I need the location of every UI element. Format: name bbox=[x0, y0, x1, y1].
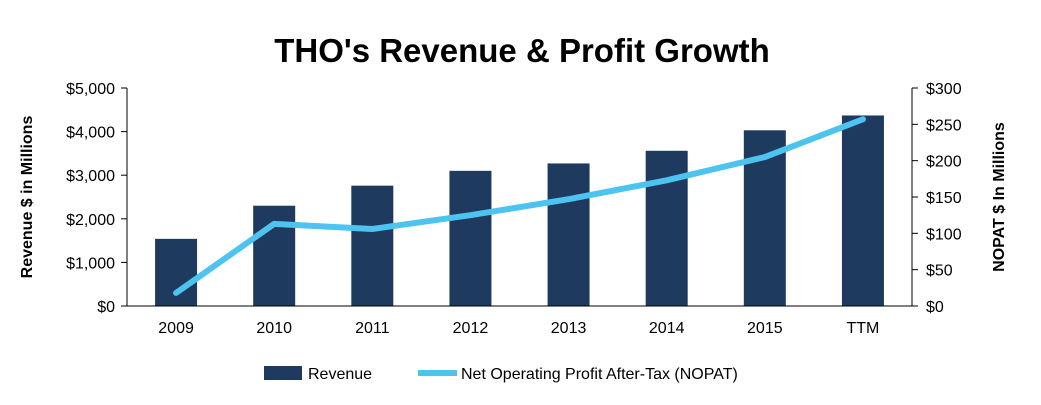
revenue-bar-2010 bbox=[253, 205, 296, 306]
right-tick-label: $150 bbox=[926, 190, 962, 207]
revenue-bar-2012 bbox=[449, 170, 492, 306]
revenue-bars bbox=[155, 115, 884, 306]
left-tick-label: $2,000 bbox=[66, 212, 115, 229]
nopat-point-2013 bbox=[568, 198, 570, 200]
right-axis-label: NOPAT $ In Millions bbox=[991, 122, 1008, 272]
revenue-bar-ttm bbox=[841, 115, 884, 306]
right-tick-label: $250 bbox=[926, 117, 962, 134]
x-tick-label: 2015 bbox=[747, 320, 783, 337]
nopat-line bbox=[173, 116, 866, 296]
x-tick-label: 2013 bbox=[551, 320, 587, 337]
nopat-line-group bbox=[173, 116, 866, 296]
x-tick-label: 2014 bbox=[649, 320, 685, 337]
left-tick-label: $3,000 bbox=[66, 168, 115, 185]
left-tick-label: $1,000 bbox=[66, 255, 115, 272]
left-tick-label: $4,000 bbox=[66, 125, 115, 142]
right-tick-label: $300 bbox=[926, 81, 962, 98]
x-axis-ticks: 2009 2010 2011 2012 2013 2014 2015 TTM bbox=[158, 320, 879, 337]
nopat-point-2011 bbox=[371, 228, 373, 230]
left-tick-label: $0 bbox=[97, 299, 115, 316]
legend-revenue-label: Revenue bbox=[308, 366, 372, 383]
legend-nopat-label: Net Operating Profit After-Tax (NOPAT) bbox=[461, 366, 738, 383]
x-tick-label: TTM bbox=[847, 320, 880, 337]
x-tick-label: 2011 bbox=[355, 320, 390, 337]
right-axis-ticks: $0 $50 $100 $150 $200 $250 $300 bbox=[912, 81, 962, 316]
chart-title: THO's Revenue & Profit Growth bbox=[274, 32, 770, 69]
right-tick-label: $100 bbox=[926, 226, 962, 243]
nopat-point-2010 bbox=[273, 223, 275, 225]
right-tick-label: $0 bbox=[926, 299, 944, 316]
nopat-point-2009 bbox=[175, 292, 177, 294]
x-tick-label: 2009 bbox=[158, 320, 194, 337]
nopat-point-2012 bbox=[469, 214, 471, 216]
revenue-bar-2013 bbox=[547, 163, 590, 306]
x-tick-label: 2012 bbox=[453, 320, 489, 337]
right-tick-label: $200 bbox=[926, 154, 962, 171]
nopat-point-ttm bbox=[862, 118, 864, 120]
revenue-bar-2011 bbox=[351, 185, 394, 306]
x-tick-label: 2010 bbox=[256, 320, 292, 337]
left-axis-ticks: $0 $1,000 $2,000 $3,000 $4,000 $5,000 bbox=[66, 81, 127, 316]
left-axis-label: Revenue $ in Millions bbox=[19, 116, 36, 279]
right-tick-label: $50 bbox=[926, 263, 953, 280]
revenue-bar-2009 bbox=[155, 238, 198, 306]
nopat-point-2014 bbox=[666, 179, 668, 181]
nopat-point-2015 bbox=[764, 156, 766, 158]
left-tick-label: $5,000 bbox=[66, 81, 115, 98]
legend-revenue-swatch bbox=[264, 366, 302, 380]
legend: Revenue Net Operating Profit After-Tax (… bbox=[264, 366, 738, 383]
